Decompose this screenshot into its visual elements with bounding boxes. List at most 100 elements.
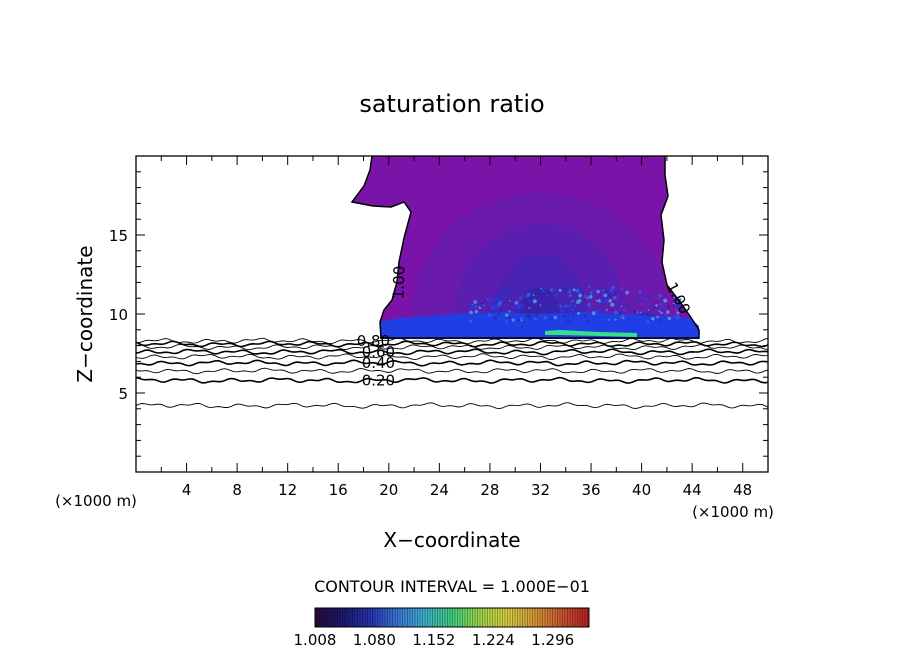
speckle-dot (655, 304, 658, 307)
speckle-dot (622, 308, 626, 312)
speckle-dot (577, 299, 582, 303)
speckle-dot (672, 303, 676, 308)
speckle-dot (607, 292, 612, 298)
speckle-dot (647, 309, 650, 311)
speckle-dot (647, 312, 652, 317)
x-tick-labels: 4 8 12 16 20 24 28 32 36 40 44 48 (182, 481, 752, 499)
contour-line-0.60 (136, 348, 768, 356)
x-tick-label: 36 (581, 481, 600, 499)
speckle-dot (544, 298, 547, 301)
speckle-dot (626, 318, 629, 321)
speckle-dot (613, 296, 617, 300)
speckle-dot (582, 300, 585, 303)
speckle-dot (565, 315, 569, 319)
speckle-dot (585, 319, 589, 324)
speckle-dot (505, 320, 508, 323)
speckle-dot (514, 301, 518, 305)
speckle-dot (614, 310, 619, 315)
contour-line-0.20 (136, 376, 768, 384)
colorbar-tick-label: 1.224 (472, 631, 515, 649)
speckle-dot (528, 307, 531, 310)
speckle-dot (604, 299, 609, 303)
speckle-dot (532, 291, 534, 294)
speckle-dot (493, 304, 499, 309)
speckle-dot (527, 319, 530, 323)
speckle-dot (638, 293, 642, 297)
speckle-dot (543, 308, 546, 311)
speckle-dot (535, 314, 539, 318)
speckle-dot (519, 296, 522, 300)
speckle-dot (469, 310, 473, 315)
speckle-dot (675, 315, 680, 320)
speckle-dot (604, 290, 608, 295)
speckle-dot (509, 299, 511, 302)
x-tick-label: 12 (278, 481, 297, 499)
speckle-dot (469, 319, 473, 324)
speckle-dot (577, 311, 581, 315)
contour-line-0.90 (136, 337, 768, 345)
speckle-dot (543, 286, 546, 290)
speckle-dot (588, 294, 593, 299)
speckle-dot (638, 290, 642, 294)
colorbar-gradient (315, 608, 589, 627)
speckle-dot (485, 317, 488, 320)
speckle-dot (609, 288, 613, 292)
speckle-dot (558, 304, 561, 307)
speckle-dot (500, 308, 503, 312)
speckle-dot (504, 313, 509, 317)
speckle-dot (640, 311, 643, 314)
speckle-dot (485, 297, 488, 300)
speckle-dot (497, 302, 502, 307)
speckle-dot (563, 298, 566, 302)
speckle-dot (641, 312, 646, 316)
contour-label: 1.00 (389, 265, 408, 299)
speckle-dot (567, 317, 571, 322)
colorbar-tick-label: 1.008 (294, 631, 337, 649)
colorbar (314, 607, 590, 628)
colorbar-tick-label: 1.080 (353, 631, 396, 649)
speckle-dot (561, 318, 564, 321)
speckle-dot (565, 311, 569, 314)
y-tick-label: 5 (118, 385, 128, 403)
speckle-dot (549, 317, 553, 322)
speckle-dot (555, 304, 559, 307)
contour-label: 0.80 (357, 332, 390, 350)
speckle-dot (490, 305, 494, 309)
speckle-dot (474, 309, 479, 314)
speckle-dot (646, 319, 650, 324)
speckle-dot (578, 316, 583, 321)
speckle-dot (607, 318, 610, 321)
colorbar-tick-label: 1.152 (412, 631, 455, 649)
speckle-dot (566, 304, 571, 308)
speckle-dot (542, 310, 546, 314)
speckle-dot (517, 318, 521, 322)
speckle-dot (584, 294, 587, 298)
speckle-dot (560, 309, 564, 314)
speckle-dot (571, 313, 575, 318)
speckle-dot (658, 310, 661, 313)
speckle-dot (477, 314, 482, 319)
speckle-dot (570, 319, 575, 324)
x-tick-label: 8 (232, 481, 242, 499)
speckle-dot (664, 314, 667, 317)
speckle-dot (508, 310, 511, 313)
x-tick-label: 4 (182, 481, 192, 499)
speckle-dot (575, 286, 578, 290)
speckle-dot (482, 304, 485, 307)
speckle-dot (541, 289, 545, 293)
speckle-dot (652, 305, 656, 310)
speckle-dot (522, 313, 525, 315)
speckle-dot (540, 287, 542, 290)
speckle-dot (666, 310, 670, 314)
speckle-dot (487, 313, 492, 317)
speckle-dot (602, 290, 605, 293)
speckle-dot (488, 298, 493, 303)
speckle-dot (561, 287, 564, 290)
speckle-dot (624, 298, 627, 301)
speckle-dot (473, 300, 477, 304)
y-tick-label: 15 (109, 227, 128, 245)
speckle-dot (587, 285, 591, 289)
speckle-dot (573, 299, 577, 303)
fill-base-band (380, 312, 699, 339)
speckle-dot (569, 300, 573, 304)
